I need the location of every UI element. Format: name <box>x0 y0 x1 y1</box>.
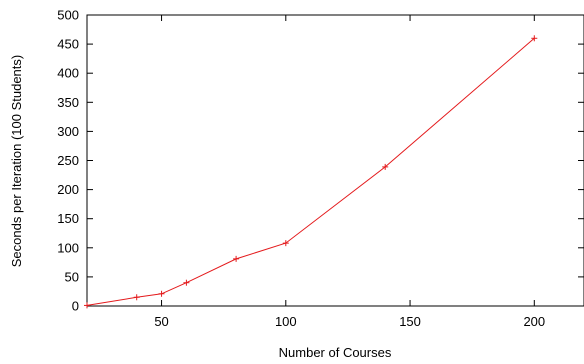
x-axis-label: Number of Courses <box>279 345 392 360</box>
data-point-marker <box>531 35 538 42</box>
y-tick-label: 100 <box>57 240 79 255</box>
x-axis: 50 100 150 200 <box>154 15 545 329</box>
data-point-marker <box>382 163 389 170</box>
data-point-marker <box>84 302 90 309</box>
y-tick-label: 50 <box>65 269 79 284</box>
data-point-marker <box>233 255 240 262</box>
x-tick-label: 50 <box>154 314 168 329</box>
x-tick-label: 200 <box>523 314 545 329</box>
y-tick-label: 350 <box>57 95 79 110</box>
x-tick-label: 150 <box>399 314 421 329</box>
data-point-marker <box>282 240 289 247</box>
data-point-marker <box>158 290 165 297</box>
y-tick-label: 400 <box>57 66 79 81</box>
x-tick-label: 100 <box>275 314 297 329</box>
y-tick-label: 200 <box>57 182 79 197</box>
series-layer <box>84 35 538 309</box>
y-tick-label: 250 <box>57 153 79 168</box>
y-tick-label: 150 <box>57 211 79 226</box>
y-axis-label: Seconds per Iteration (100 Students) <box>9 55 24 267</box>
series-line <box>86 37 535 306</box>
y-tick-label: 300 <box>57 124 79 139</box>
y-tick-label: 500 <box>57 8 79 23</box>
y-tick-label: 0 <box>72 299 79 314</box>
y-tick-label: 450 <box>57 37 79 52</box>
data-point-marker <box>133 294 140 301</box>
data-point-marker <box>183 279 190 286</box>
plot-frame <box>86 14 584 307</box>
y-axis: 0 50 100 150 200 250 300 350 400 450 500 <box>57 8 584 314</box>
